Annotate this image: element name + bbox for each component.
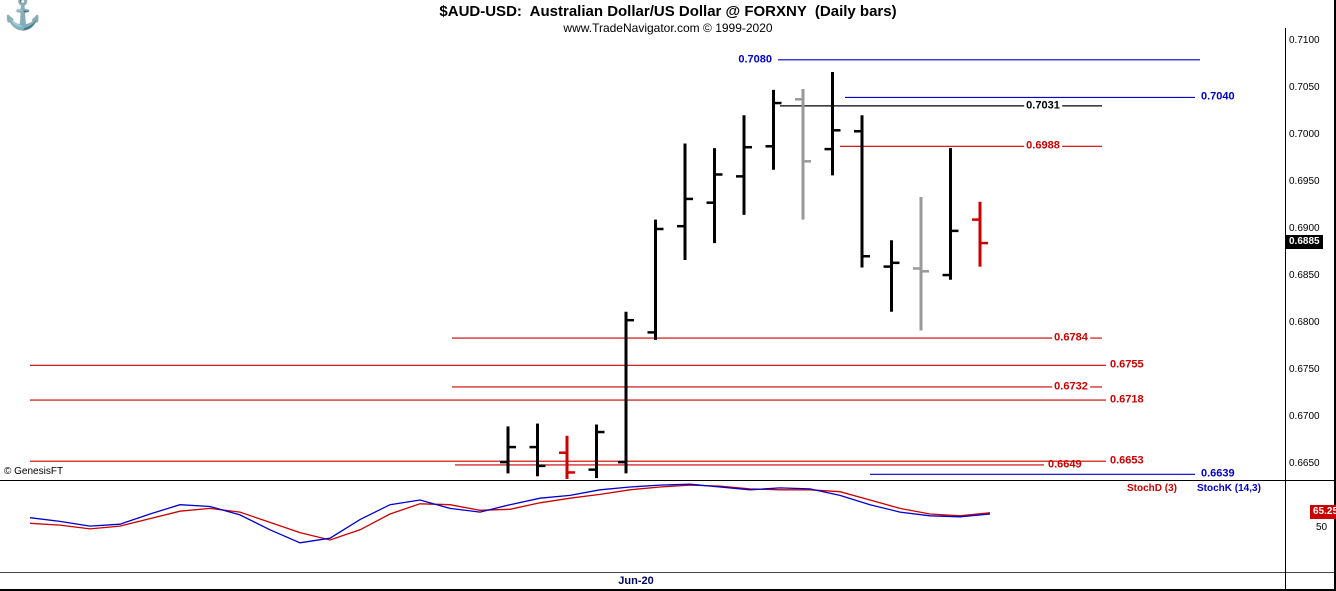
level-label: 0.7080 — [738, 53, 772, 66]
stochk-line — [29, 483, 991, 544]
ohlc-bar — [883, 240, 900, 312]
price-tick-label: 0.6800 — [1289, 317, 1320, 328]
chart-subtitle: www.TradeNavigator.com © 1999-2020 — [563, 21, 773, 35]
bottom-border — [0, 589, 1336, 591]
ohlc-bar — [736, 115, 752, 215]
price-tick-label: 0.6700 — [1289, 411, 1320, 422]
stochk-legend-label: StochK (14,3) — [1197, 483, 1261, 494]
stoch-value-badge: 65.25 — [1310, 504, 1336, 519]
level-label: 0.6784 — [1052, 331, 1090, 345]
ohlc-bar — [706, 148, 723, 244]
ohlc-bar — [795, 88, 811, 220]
anchor-logo-icon: ⚓ — [4, 0, 42, 31]
level-label: 0.6649 — [1048, 458, 1082, 471]
ohlc-bar — [647, 219, 664, 340]
ohlc-bar — [824, 72, 841, 176]
price-tick-label: 0.6650 — [1289, 458, 1320, 469]
date-axis-label: Jun-20 — [618, 575, 654, 587]
ohlc-bar — [500, 426, 516, 474]
ohlc-bar — [588, 424, 605, 479]
last-price-badge: 0.6885 — [1286, 235, 1323, 250]
ohlc-bar — [559, 435, 575, 480]
price-tick-label: 0.6900 — [1289, 223, 1320, 234]
right-border — [1334, 0, 1336, 591]
level-label: 0.7040 — [1201, 90, 1235, 103]
ohlc-bar — [972, 201, 988, 267]
ohlc-bar — [913, 197, 929, 331]
stochd-line — [29, 484, 991, 541]
level-label: 0.6718 — [1110, 393, 1144, 406]
price-tick-label: 0.6750 — [1289, 364, 1320, 375]
level-label: 0.6988 — [1024, 139, 1062, 153]
ohlc-bar — [942, 148, 959, 280]
pane-divider — [0, 480, 1336, 481]
date-axis-divider — [0, 572, 1336, 573]
chart-title: $AUD-USD: Australian Dollar/US Dollar @ … — [439, 3, 897, 20]
ohlc-bar — [765, 89, 782, 170]
price-axis-divider — [1285, 28, 1286, 591]
level-label: 0.6732 — [1052, 380, 1090, 394]
price-tick-label: 0.6950 — [1289, 176, 1320, 187]
level-label: 0.7031 — [1024, 99, 1062, 113]
ohlc-bar — [677, 143, 693, 261]
ohlc-bar — [529, 423, 546, 477]
genesis-watermark: © GenesisFT — [4, 466, 64, 477]
ohlc-bar — [618, 311, 634, 474]
level-label: 0.6755 — [1110, 358, 1144, 371]
price-tick-label: 0.7050 — [1289, 82, 1320, 93]
ohlc-bar — [854, 115, 870, 268]
stochd-legend-label: StochD (3) — [1127, 483, 1177, 494]
price-tick-label: 0.7100 — [1289, 35, 1320, 46]
price-tick-label: 0.6850 — [1289, 270, 1320, 281]
price-tick-label: 0.7000 — [1289, 129, 1320, 140]
level-label: 0.6639 — [1201, 467, 1235, 480]
level-label: 0.6653 — [1110, 454, 1144, 467]
stoch-mid-label: 50 — [1316, 522, 1328, 533]
